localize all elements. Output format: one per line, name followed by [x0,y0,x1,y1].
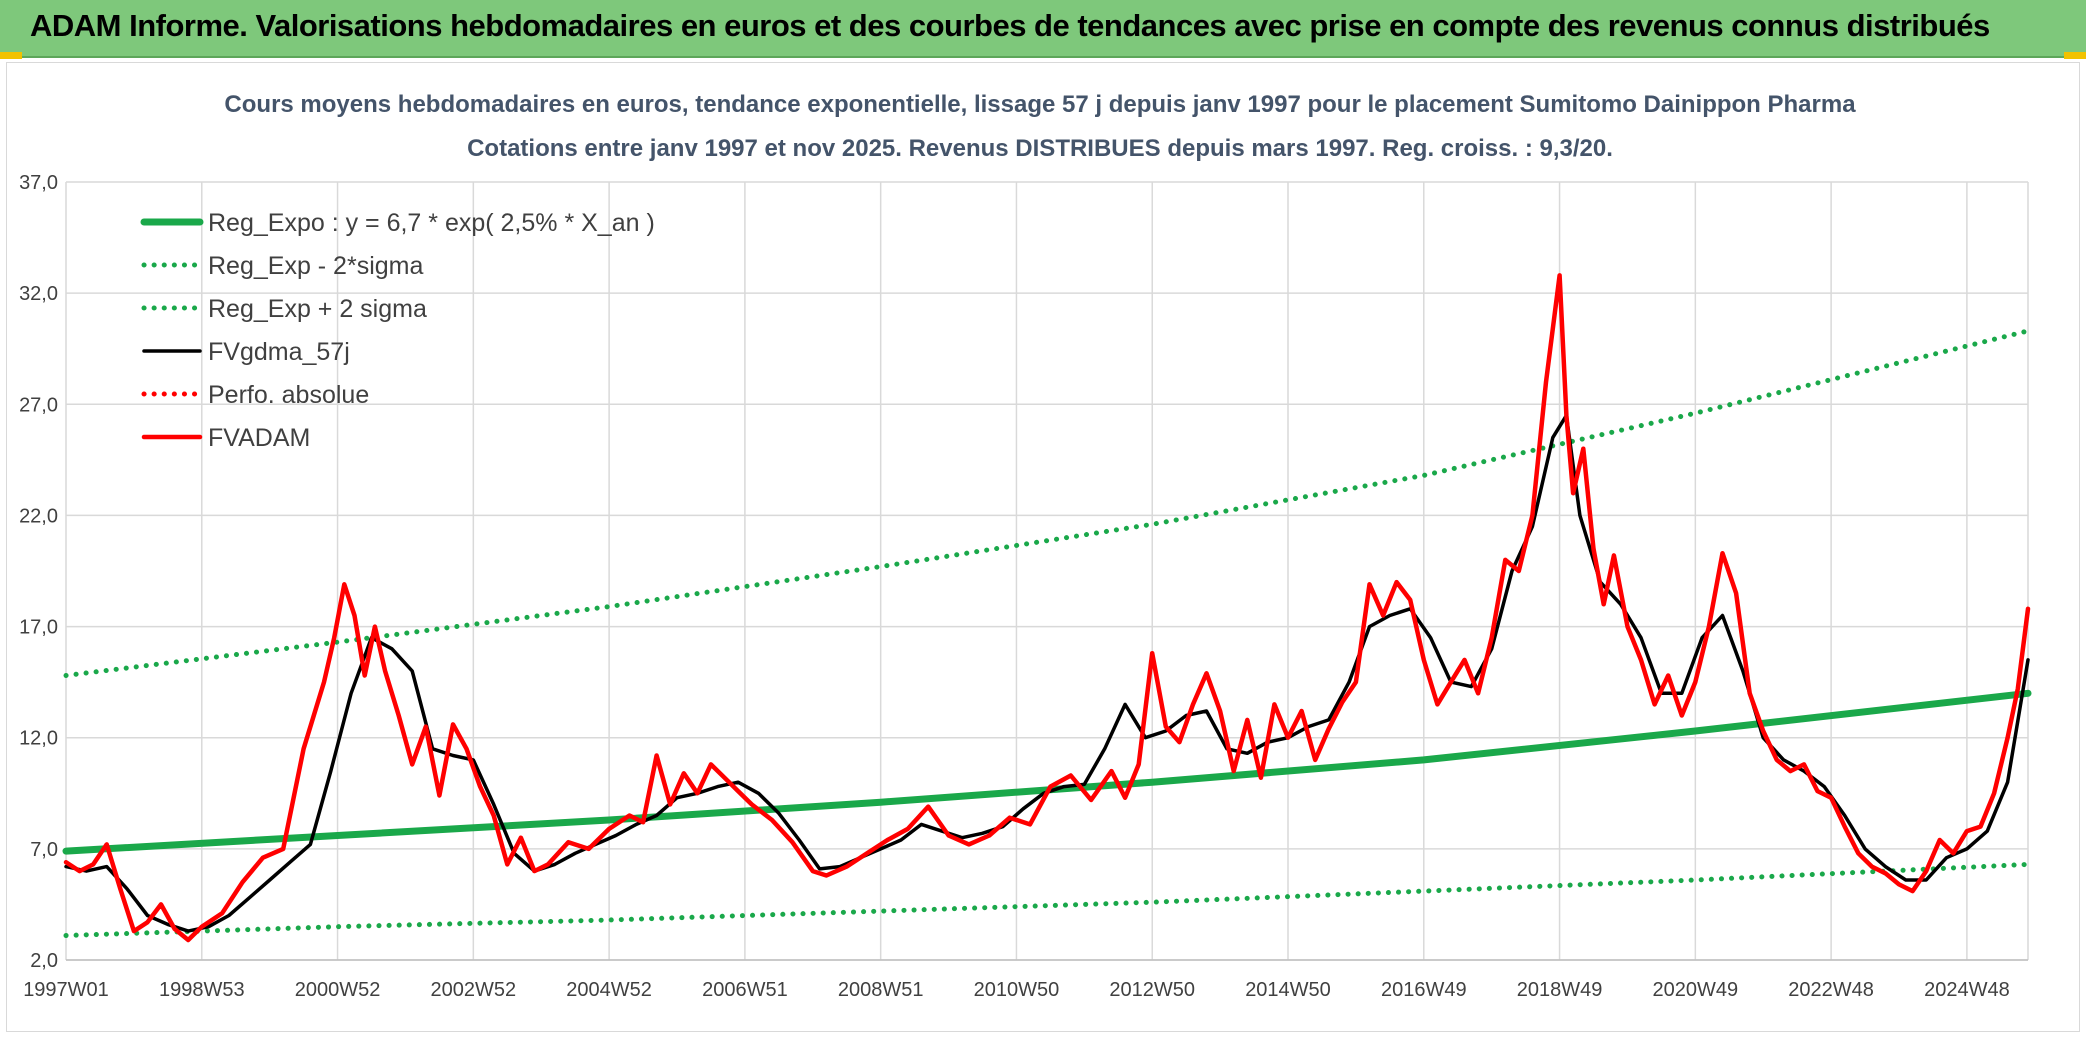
x-tick-label: 2008W51 [838,979,924,1001]
y-tick-label: 17,0 [19,617,58,639]
x-tick-label: 2004W52 [566,979,652,1001]
y-tick-label: 32,0 [19,283,58,305]
y-tick-label: 27,0 [19,394,58,416]
series-line-fvgdma-57j [64,413,2030,933]
legend-label: Reg_Exp + 2 sigma [208,295,427,323]
y-tick-label: 2,0 [30,950,58,972]
banner-corner-right [2064,52,2086,59]
plot-series [62,273,2032,943]
x-tick-label: 2012W50 [1109,979,1195,1001]
report-title: ADAM Informe. Valorisations hebdomadaire… [30,8,1990,43]
x-tick-label: 2020W49 [1653,979,1739,1001]
banner-corner-left [0,52,22,59]
x-tick-label: 2016W49 [1381,979,1467,1001]
plot-grid [65,181,2029,961]
x-tick-label: 1998W53 [159,979,245,1001]
x-tick-label: 2014W50 [1245,979,1331,1001]
x-tick-label: 2010W50 [974,979,1060,1001]
x-tick-label: 2022W48 [1788,979,1874,1001]
x-tick-label: 2002W52 [431,979,517,1001]
x-tick-label: 2018W49 [1517,979,1603,1001]
legend-label: FVADAM [208,424,310,452]
series-line-reg-exp-2-sigma [63,861,2031,938]
series-line-fvadam [63,273,2031,943]
x-tick-label: 2024W48 [1924,979,2010,1001]
y-tick-label: 37,0 [19,172,58,194]
chart-title: Cours moyens hebdomadaires en euros, ten… [224,91,1856,118]
series-line-reg-expo-y-6-7-exp-2-5-x-an [62,689,2032,855]
x-tick-label: 2006W51 [702,979,788,1001]
x-tick-label: 2000W52 [295,979,381,1001]
plot-axes: 2,0 7,0 12,0 17,0 22,0 27,0 32,0 37,0 1997W01 199… [19,172,2028,1001]
chart-legend: Reg_Expo : y = 6,7 * exp( 2,5% * X_an ) R… [140,209,655,452]
legend-label: Reg_Expo : y = 6,7 * exp( 2,5% * X_an ) [208,209,655,237]
x-tick-label: 1997W01 [23,979,109,1001]
report-banner: ADAM Informe. Valorisations hebdomadaire… [0,0,2086,58]
y-tick-label: 7,0 [30,839,58,861]
legend-label: Reg_Exp - 2*sigma [208,252,423,280]
series-line-reg-exp-2-sigma [63,328,2031,678]
chart-subtitle: Cotations entre janv 1997 et nov 2025. R… [467,135,1613,162]
legend-label: FVgdma_57j [208,338,350,366]
chart-frame [6,62,2080,1032]
y-tick-label: 22,0 [19,505,58,527]
legend-label: Perfo. absolue [208,381,369,409]
y-tick-label: 12,0 [19,728,58,750]
